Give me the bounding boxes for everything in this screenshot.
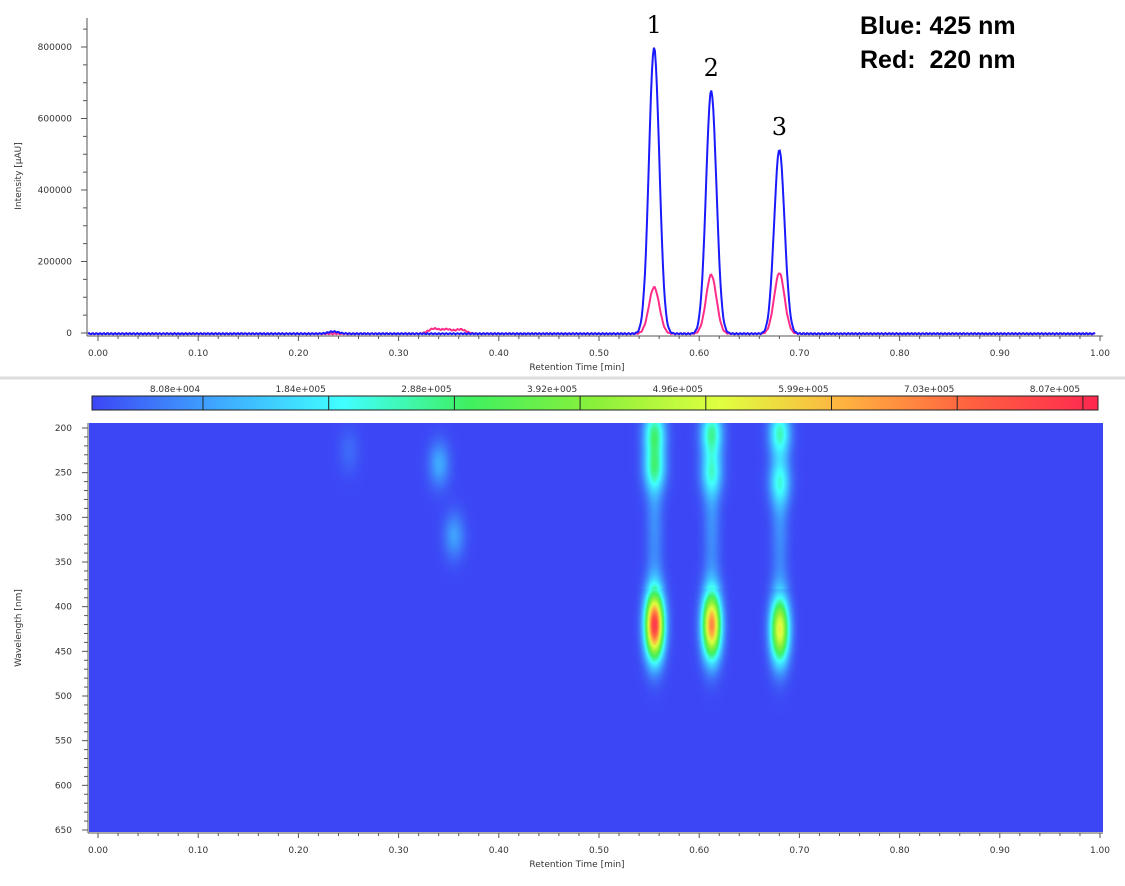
heatmap-x-tick-label: 0.40 <box>489 846 509 856</box>
colorbar-label: 2.88e+005 <box>401 385 451 395</box>
colorbar-label: 5.99e+005 <box>778 385 828 395</box>
colorbar-label: 3.92e+005 <box>527 385 577 395</box>
legend-blue: Blue: 425 nm <box>860 12 1016 40</box>
heatmap-x-tick-label: 0.50 <box>589 846 609 856</box>
heatmap-y-tick-label: 200 <box>55 424 72 434</box>
y-tick-label: 200000 <box>38 258 73 268</box>
heatmap-y-axis-label: Wavelength [nm] <box>14 589 24 667</box>
heatmap-x-tick-label: 0.30 <box>389 846 409 856</box>
y-axis-label: Intensity [µAU] <box>14 142 24 210</box>
x-tick-label: 0.30 <box>389 349 409 359</box>
heatmap-y-tick-label: 600 <box>55 781 72 791</box>
colorbar-label: 4.96e+005 <box>653 385 703 395</box>
heatmap-x-tick-label: 0.20 <box>288 846 308 856</box>
y-tick-label: 0 <box>66 329 72 339</box>
heatmap-x-tick-label: 0.10 <box>188 846 208 856</box>
x-tick-label: 0.20 <box>288 349 308 359</box>
heatmap-axes: 200 250 300 350 400 450 500 550 600 650 0.00 0.10 0.… <box>55 423 1110 856</box>
colorbar-label: 7.03e+005 <box>904 385 954 395</box>
x-tick-label: 0.60 <box>689 349 709 359</box>
x-tick-label: 0.90 <box>990 349 1010 359</box>
peak-labels: 1 2 3 <box>646 11 787 141</box>
x-tick-label: 1.00 <box>1090 349 1110 359</box>
y-tick-label: 800000 <box>38 43 73 53</box>
heatmap-x-tick-label: 0.60 <box>689 846 709 856</box>
heatmap-y-tick-label: 400 <box>55 603 72 613</box>
x-axis-label: Retention Time [min] <box>529 363 624 373</box>
colorbar-bar <box>91 395 1099 411</box>
heatmap-y-tick-label: 450 <box>55 647 72 657</box>
series-line-blue <box>87 47 1096 336</box>
x-tick-label: 0.80 <box>890 349 910 359</box>
heatmap <box>89 423 1103 832</box>
heatmap-y-tick-label: 500 <box>55 692 72 702</box>
heatmap-y-tick-label: 650 <box>55 826 72 836</box>
heatmap-y-tick-label: 350 <box>55 558 72 568</box>
heatmap-x-axis-label: Retention Time [min] <box>529 860 624 870</box>
peak-label: 2 <box>704 54 719 82</box>
colorbar-label: 8.08e+004 <box>150 385 201 395</box>
heatmap-x-tick-label: 0.70 <box>789 846 809 856</box>
heatmap-x-tick-label: 1.00 <box>1090 846 1110 856</box>
colorbar: 8.08e+004 1.84e+005 2.88e+005 3.92e+005 4.96… <box>91 385 1099 411</box>
x-tick-label: 0.40 <box>489 349 509 359</box>
colorbar-label: 8.07e+005 <box>1030 385 1080 395</box>
peak-label: 3 <box>772 113 787 141</box>
heatmap-x-tick-label: 0.80 <box>890 846 910 856</box>
legend-red: Red: 220 nm <box>860 46 1016 74</box>
chromatogram-axes: 0 200000 400000 600000 800000 0.00 0.10 0.20 0.3… <box>38 18 1110 359</box>
heatmap-y-tick-label: 300 <box>55 513 72 523</box>
heatmap-y-tick-label: 550 <box>55 737 72 747</box>
x-tick-label: 0.50 <box>589 349 609 359</box>
peak-label: 1 <box>646 11 661 39</box>
heatmap-x-tick-label: 0.00 <box>88 846 108 856</box>
x-tick-label: 0.10 <box>188 349 208 359</box>
x-tick-label: 0.70 <box>789 349 809 359</box>
y-tick-label: 600000 <box>38 115 73 125</box>
y-tick-label: 400000 <box>38 186 73 196</box>
colorbar-label: 1.84e+005 <box>276 385 326 395</box>
x-tick-label: 0.00 <box>88 349 108 359</box>
heatmap-x-tick-label: 0.90 <box>990 846 1010 856</box>
series-line-red <box>87 272 1096 336</box>
heatmap-y-tick-label: 250 <box>55 469 72 479</box>
